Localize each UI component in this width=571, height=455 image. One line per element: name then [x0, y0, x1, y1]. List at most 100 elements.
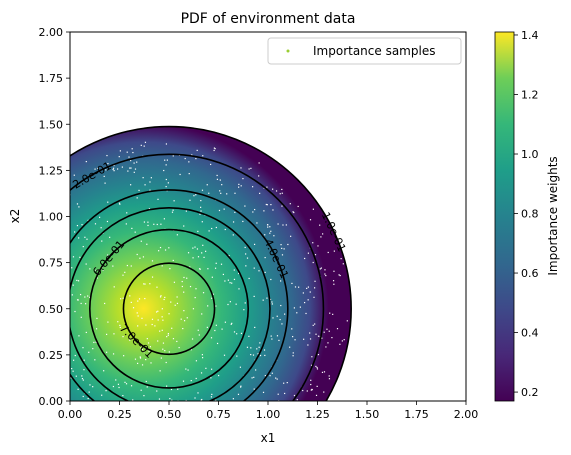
- sample-point: [141, 348, 144, 351]
- sample-point: [165, 186, 167, 188]
- sample-point: [233, 269, 235, 271]
- sample-point: [89, 296, 91, 299]
- sample-point: [129, 167, 131, 169]
- sample-point: [271, 338, 273, 340]
- sample-point: [79, 256, 81, 258]
- sample-point: [220, 192, 222, 194]
- sample-point: [131, 148, 133, 150]
- sample-point: [146, 422, 147, 423]
- sample-point: [16, 308, 17, 309]
- sample-point: [221, 328, 223, 330]
- sample-point: [28, 394, 29, 395]
- sample-point: [56, 377, 57, 378]
- sample-point: [239, 366, 242, 368]
- sample-point: [189, 199, 191, 201]
- sample-point: [120, 298, 122, 300]
- sample-point: [104, 182, 106, 184]
- sample-point: [216, 178, 219, 180]
- sample-point: [125, 223, 127, 225]
- sample-point: [158, 398, 161, 400]
- sample-point: [229, 301, 231, 303]
- sample-point: [258, 175, 260, 177]
- sample-point: [200, 210, 202, 212]
- sample-point: [150, 362, 152, 364]
- sample-point: [123, 355, 125, 357]
- legend-label: Importance samples: [313, 44, 435, 58]
- sample-point: [313, 287, 316, 289]
- sample-point: [98, 216, 101, 218]
- sample-point: [202, 155, 204, 157]
- sample-point: [82, 347, 84, 349]
- sample-point: [157, 198, 159, 200]
- sample-point: [306, 287, 308, 290]
- sample-point: [89, 268, 91, 270]
- sample-point: [45, 281, 46, 282]
- sample-point: [55, 272, 56, 273]
- sample-point: [33, 392, 34, 393]
- sample-point: [134, 231, 136, 233]
- sample-point: [163, 298, 165, 301]
- sample-point: [161, 329, 163, 331]
- sample-point: [104, 302, 106, 305]
- sample-point: [113, 164, 115, 167]
- sample-point: [88, 351, 90, 353]
- sample-point: [173, 281, 176, 283]
- sample-point: [187, 369, 189, 371]
- sample-point: [182, 380, 185, 382]
- sample-point: [95, 419, 96, 420]
- sample-point: [200, 372, 203, 374]
- sample-point: [32, 294, 33, 295]
- sample-point: [171, 399, 173, 401]
- sample-point: [47, 196, 48, 197]
- sample-point: [75, 375, 77, 377]
- sample-point: [182, 327, 184, 330]
- sample-point: [85, 331, 87, 334]
- sample-point: [45, 292, 46, 293]
- sample-point: [8, 257, 9, 258]
- sample-point: [61, 283, 62, 284]
- sample-point: [74, 231, 76, 233]
- sample-point: [160, 357, 162, 359]
- sample-point: [94, 359, 96, 361]
- sample-point: [82, 379, 84, 381]
- sample-point: [286, 428, 287, 429]
- sample-point: [72, 256, 75, 258]
- sample-point: [222, 273, 225, 276]
- y-tick-label: 1.25: [39, 164, 64, 177]
- sample-point: [166, 336, 168, 338]
- sample-point: [197, 418, 198, 419]
- legend-marker: [286, 49, 290, 53]
- sample-point: [45, 203, 46, 204]
- sample-point: [64, 353, 65, 354]
- sample-point: [73, 359, 75, 361]
- sample-point: [73, 174, 75, 176]
- legend[interactable]: Importance samples: [267, 37, 462, 65]
- sample-point: [165, 361, 167, 364]
- sample-point: [254, 208, 256, 211]
- sample-point: [133, 171, 135, 173]
- sample-point: [97, 167, 99, 169]
- sample-point: [281, 192, 283, 194]
- sample-point: [148, 350, 150, 352]
- sample-point: [190, 379, 192, 382]
- sample-point: [271, 372, 273, 374]
- sample-point: [72, 443, 73, 444]
- y-tick-label: 1.50: [39, 118, 64, 131]
- sample-point: [181, 285, 183, 288]
- sample-point: [315, 365, 317, 368]
- sample-point: [137, 315, 139, 317]
- sample-point: [294, 339, 296, 341]
- sample-point: [56, 333, 57, 334]
- sample-point: [149, 189, 151, 191]
- sample-point: [147, 221, 149, 223]
- sample-point: [124, 381, 126, 383]
- sample-point: [188, 161, 190, 163]
- sample-point: [94, 168, 96, 170]
- sample-point: [296, 312, 298, 314]
- sample-point: [215, 431, 216, 432]
- sample-point: [275, 377, 277, 379]
- sample-point: [249, 451, 250, 452]
- sample-point: [332, 313, 334, 315]
- sample-point: [252, 211, 254, 213]
- sample-point: [156, 438, 157, 439]
